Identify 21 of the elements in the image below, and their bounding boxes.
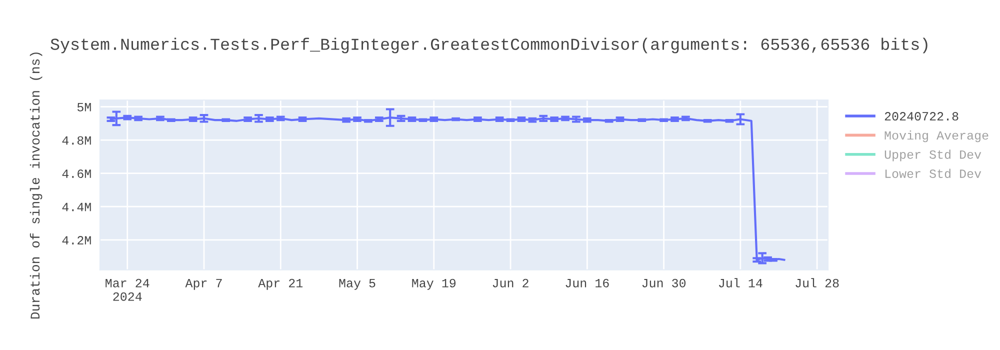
legend-label: Upper Std Dev [884, 150, 982, 162]
x-tick-label: Jun 2 [492, 278, 528, 288]
x-tick-label: Apr 21 [258, 278, 303, 290]
y-axis-title: Duration of single invocation (ns) [30, 52, 42, 319]
x-tick-label: Apr 7 [185, 279, 222, 290]
y-tick-label: 4.4M [62, 202, 91, 212]
x-tick-label: Jul 14 [718, 278, 762, 288]
y-tick-label: 4.2M [62, 236, 91, 244]
y-tick-label: 5M [77, 103, 91, 112]
x-tick-label: May 19 [412, 278, 456, 290]
x-tick-label: Jun 16 [566, 278, 609, 288]
y-tick-label: 4.8M [62, 136, 91, 145]
chart-title: System.Numerics.Tests.Perf_BigInteger.GreatestCommonDivisor(arguments: 65536,65536 bits) [50, 38, 928, 54]
legend-label: Moving Average [884, 130, 988, 142]
x-tick-label: Jul 28 [796, 278, 839, 288]
x-tick-label: Mar 24 2024 [106, 278, 150, 301]
x-tick-label: Jun 30 [642, 278, 686, 288]
y-tick-label: 4.6M [62, 169, 91, 178]
legend-label: 20240722.8 [884, 112, 958, 121]
legend-label: Lower Std Dev [885, 168, 982, 178]
x-tick-label: May 5 [339, 279, 376, 290]
